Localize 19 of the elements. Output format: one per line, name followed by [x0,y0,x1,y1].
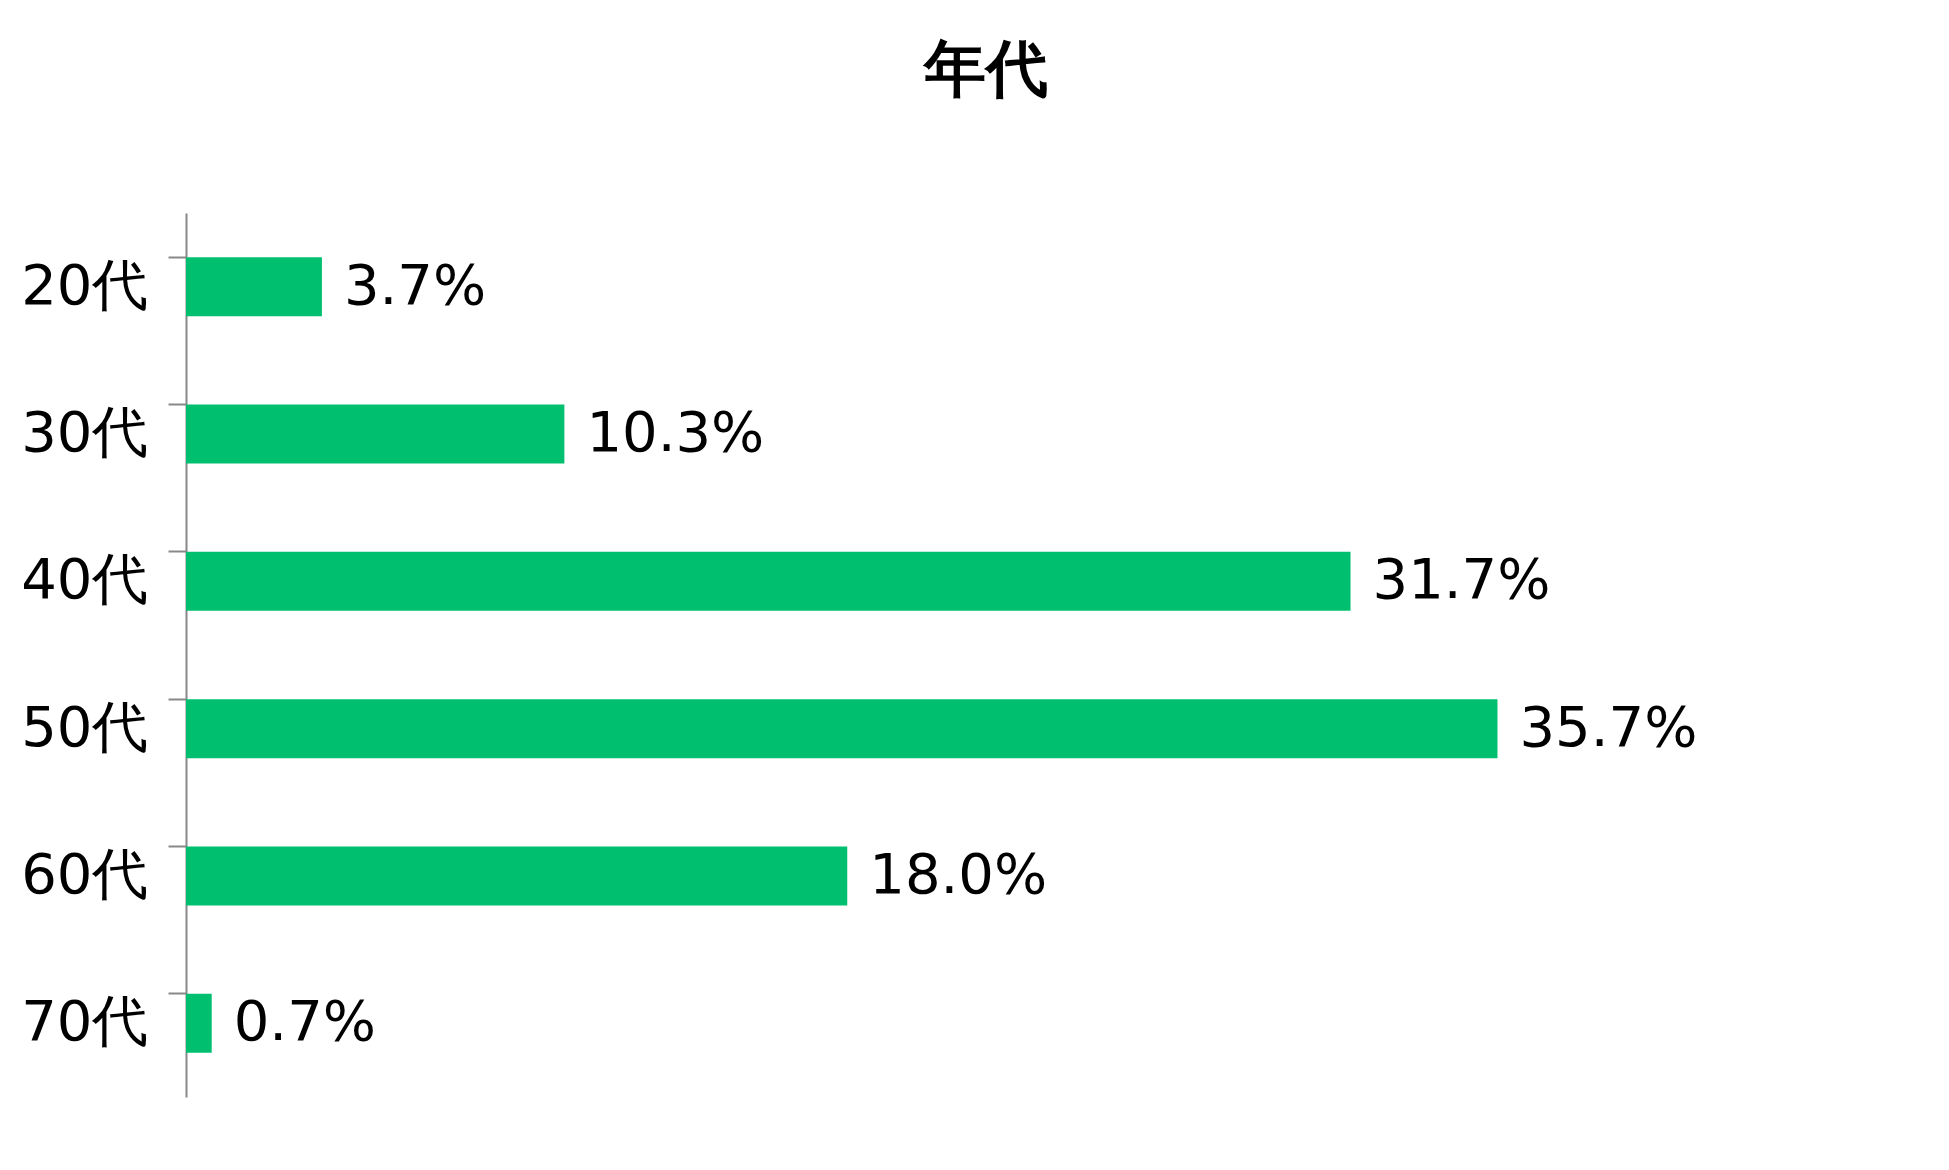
bar [186,257,322,317]
data-label: 31.7% [1372,546,1551,612]
chart-title: 年代 [922,32,1048,105]
bar [186,699,1498,759]
y-tick-label: 60代 [21,841,149,906]
y-tick-label: 50代 [21,693,149,759]
bar [186,993,212,1053]
data-label: 0.7% [233,988,376,1054]
bar [186,551,1351,611]
data-label: 35.7% [1519,693,1698,759]
data-label: 10.3% [586,399,765,464]
y-tick-label: 40代 [21,546,149,612]
bar [186,404,565,464]
bar [186,846,848,906]
y-tick-label: 70代 [21,988,149,1054]
y-tick-label: 20代 [21,251,149,317]
y-tick-label: 30代 [21,399,149,464]
data-label: 18.0% [869,841,1048,906]
data-label: 3.7% [343,251,487,317]
